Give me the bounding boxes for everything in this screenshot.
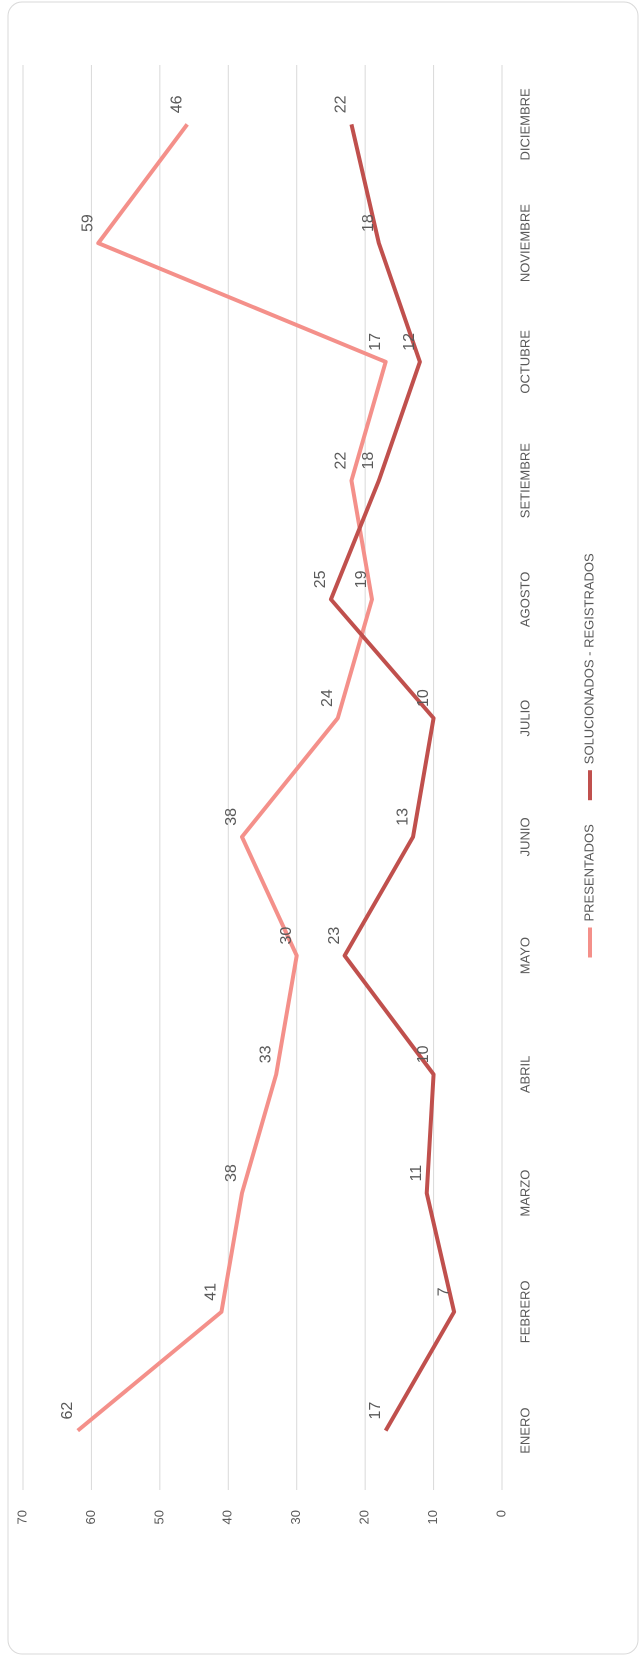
x-tick-label: AGOSTO: [517, 572, 532, 627]
data-label: 19: [353, 570, 370, 588]
data-label: 62: [59, 1402, 76, 1420]
y-tick-label: 10: [425, 1510, 440, 1524]
x-tick-label: FEBRERO: [517, 1280, 532, 1343]
x-tick-label: DICIEMBRE: [517, 88, 532, 161]
x-tick-label: JUNIO: [517, 817, 532, 856]
data-label: 10: [415, 1045, 432, 1063]
data-label: 30: [278, 927, 295, 945]
data-label: 7: [435, 1287, 452, 1296]
data-label: 41: [203, 1283, 220, 1301]
data-label: 23: [326, 927, 343, 945]
data-label: 59: [79, 214, 96, 232]
x-tick-label: NOVIEMBRE: [517, 204, 532, 282]
data-label: 18: [360, 214, 377, 232]
series-line: [76, 123, 388, 1433]
x-tick-label: MAYO: [517, 937, 532, 974]
data-label: 13: [394, 808, 411, 826]
x-tick-label: ENERO: [517, 1408, 532, 1454]
data-label: 33: [257, 1045, 274, 1063]
x-tick-label: OCTUBRE: [517, 330, 532, 394]
y-tick-label: 40: [220, 1510, 235, 1524]
legend-label: PRESENTADOS: [581, 824, 596, 922]
y-tick-label: 60: [83, 1510, 98, 1524]
plot: 0 10 20 30 40 50 60 70 ENERO FEBRERO MARZO ABRIL MAY…: [14, 65, 596, 1524]
data-label: 38: [223, 808, 240, 826]
x-tick-label: JULIO: [517, 700, 532, 737]
data-label: 22: [333, 452, 350, 470]
y-tick-label: 20: [357, 1510, 372, 1524]
data-label: 11: [408, 1165, 425, 1182]
data-label: 38: [223, 1164, 240, 1182]
data-label: 46: [168, 95, 185, 113]
data-label: 24: [319, 689, 336, 707]
data-label: 25: [312, 570, 329, 588]
x-tick-label: ABRIL: [517, 1056, 532, 1094]
data-label: 12: [401, 333, 418, 351]
x-tick-label: MARZO: [517, 1170, 532, 1217]
series-line: [328, 123, 457, 1432]
legend-label: SOLUCIONADOS - REGISTRADOS: [581, 553, 596, 764]
data-label: 18: [360, 452, 377, 470]
chart-frame: [7, 1, 639, 1655]
data-label: 22: [333, 95, 350, 113]
y-tick-label: 0: [493, 1510, 508, 1517]
data-label: 10: [415, 689, 432, 707]
data-label: 17: [367, 1402, 384, 1420]
y-tick-label: 50: [151, 1510, 166, 1524]
data-label: 17: [367, 333, 384, 351]
x-tick-label: SETIEMBRE: [517, 443, 532, 518]
legend: PRESENTADOS SOLUCIONADOS - REGISTRADOS: [581, 553, 596, 958]
y-tick-label: 70: [14, 1510, 29, 1524]
y-tick-label: 30: [288, 1510, 303, 1524]
